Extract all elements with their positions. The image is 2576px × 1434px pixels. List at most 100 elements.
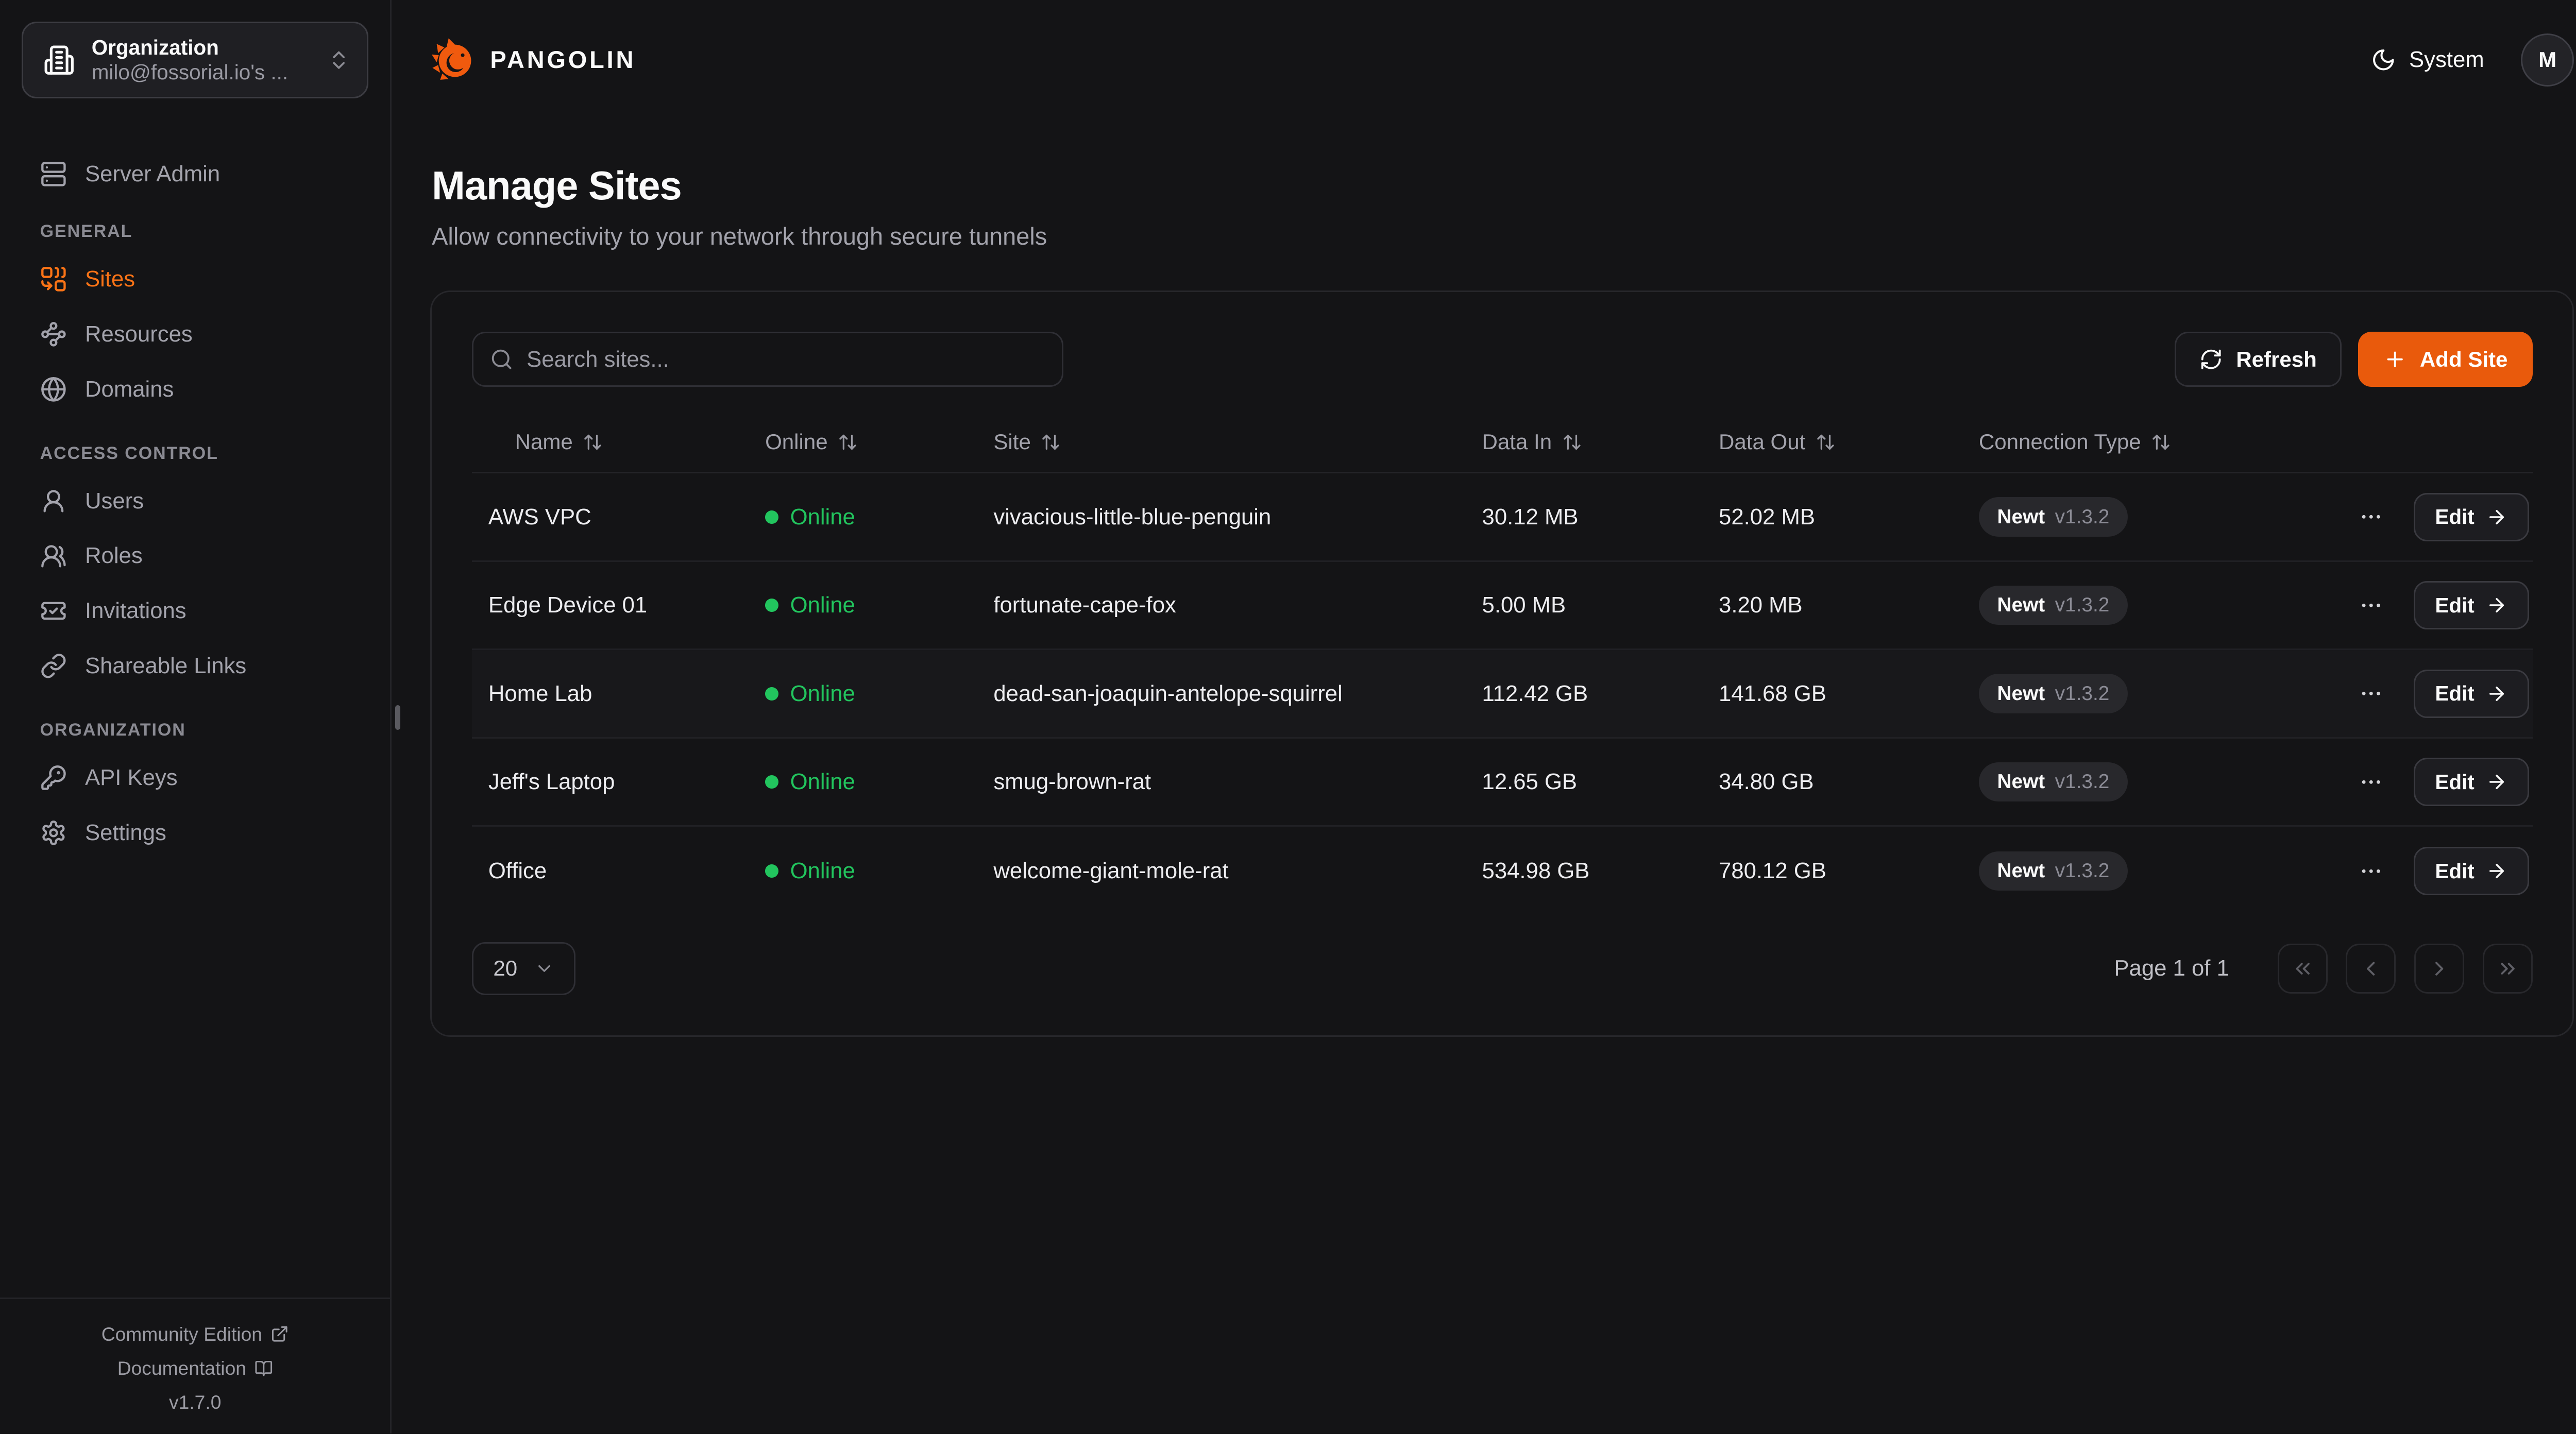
next-page-button[interactable] xyxy=(2414,943,2465,994)
data-out-cell: 780.12 GB xyxy=(1719,858,1826,884)
sidebar-item-label: Users xyxy=(85,488,144,514)
connection-type-badge: Newt v1.3.2 xyxy=(1978,585,2128,625)
connection-type-cell: Newt v1.3.2 xyxy=(1962,497,2327,537)
avatar[interactable]: M xyxy=(2520,33,2574,87)
table-row: Jeff's Laptop Online smug-brown-rat 12.65 G… xyxy=(471,739,2533,827)
page-info: Page 1 of 1 xyxy=(2114,955,2229,981)
sidebar-item-label: API Keys xyxy=(85,764,178,790)
table-row: AWS VPC Online vivacious-little-blue-pengu… xyxy=(471,473,2533,562)
add-site-button[interactable]: Add Site xyxy=(2358,332,2533,387)
connection-type-cell: Newt v1.3.2 xyxy=(1962,674,2327,713)
row-actions-button[interactable] xyxy=(2352,586,2390,624)
sort-icon xyxy=(1563,434,1581,450)
search-icon xyxy=(492,349,512,369)
arrow-right-icon xyxy=(2489,598,2504,613)
ellipsis-icon xyxy=(2362,603,2380,607)
sidebar-item-invitations[interactable]: Invitations xyxy=(22,584,368,639)
sidebar-item-domains[interactable]: Domains xyxy=(22,362,368,417)
data-out-cell: 3.20 MB xyxy=(1719,592,1803,618)
theme-toggle[interactable]: System xyxy=(2371,47,2484,73)
row-actions-button[interactable] xyxy=(2352,498,2390,536)
data-in-cell: 112.42 GB xyxy=(1482,680,1588,706)
status-badge: Online xyxy=(790,858,855,884)
data-in-cell: 12.65 GB xyxy=(1482,769,1578,795)
pangolin-logo-icon xyxy=(432,38,471,80)
sidebar-resize-handle[interactable] xyxy=(395,705,400,730)
column-header-name[interactable]: Name xyxy=(472,430,749,454)
community-edition-link[interactable]: Community Edition xyxy=(101,1323,289,1345)
brand-name: PANGOLIN xyxy=(490,46,636,74)
sidebar-item-shareable-links[interactable]: Shareable Links xyxy=(22,639,368,694)
data-out-cell: 34.80 GB xyxy=(1719,769,1814,795)
status-cell: Online xyxy=(749,858,977,884)
status-cell: Online xyxy=(749,769,977,795)
server-icon xyxy=(41,162,66,186)
refresh-button[interactable]: Refresh xyxy=(2174,332,2342,387)
app-version: v1.7.0 xyxy=(169,1391,222,1413)
last-page-button[interactable] xyxy=(2482,943,2533,994)
sort-icon xyxy=(1042,434,1059,450)
connection-type-badge: Newt v1.3.2 xyxy=(1978,674,2128,713)
search-input[interactable] xyxy=(527,346,1045,372)
sidebar-item-label: Roles xyxy=(85,543,143,569)
page-size-select[interactable]: 20 xyxy=(471,942,576,996)
edit-button[interactable]: Edit xyxy=(2413,581,2530,629)
ellipsis-icon xyxy=(2362,515,2380,519)
sidebar-item-users[interactable]: Users xyxy=(22,473,368,528)
edit-button[interactable]: Edit xyxy=(2413,492,2530,541)
sidebar-item-settings[interactable]: Settings xyxy=(22,805,368,860)
combine-icon xyxy=(41,267,66,292)
org-switcher[interactable]: Organization milo@fossorial.io's ... xyxy=(22,22,369,98)
documentation-link[interactable]: Documentation xyxy=(117,1357,273,1379)
connection-type-badge: Newt v1.3.2 xyxy=(1978,497,2128,537)
connection-type-cell: Newt v1.3.2 xyxy=(1962,762,2327,802)
arrow-right-icon xyxy=(2489,686,2504,701)
row-actions-button[interactable] xyxy=(2352,674,2390,712)
pagination: Page 1 of 1 xyxy=(2114,943,2533,994)
brand-logo[interactable]: PANGOLIN xyxy=(432,38,636,82)
column-header-connection-type[interactable]: Connection Type xyxy=(1962,430,2327,454)
globe-icon xyxy=(41,377,66,402)
edit-button[interactable]: Edit xyxy=(2413,847,2530,895)
data-in-cell: 5.00 MB xyxy=(1482,592,1566,618)
ellipsis-icon xyxy=(2362,692,2380,696)
sidebar-item-roles[interactable]: Roles xyxy=(22,528,368,584)
sites-table: Name Online Site Data In Data Out Connec… xyxy=(471,412,2533,915)
site-id-cell: welcome-giant-mole-rat xyxy=(993,858,1229,884)
sidebar-item-api-keys[interactable]: API Keys xyxy=(22,750,368,806)
sidebar-item-server-admin[interactable]: Server Admin xyxy=(22,147,368,202)
edit-button[interactable]: Edit xyxy=(2413,758,2530,806)
chevron-down-icon xyxy=(538,965,550,972)
row-actions-button[interactable] xyxy=(2352,852,2390,890)
site-name-cell: AWS VPC xyxy=(488,504,591,530)
sidebar-item-label: Sites xyxy=(85,266,135,292)
nav-section-access-control: ACCESS CONTROL xyxy=(40,443,218,463)
data-in-cell: 30.12 MB xyxy=(1482,504,1579,530)
building-icon xyxy=(44,45,74,75)
row-actions-button[interactable] xyxy=(2352,763,2390,801)
ellipsis-icon xyxy=(2362,780,2380,784)
sidebar-item-sites[interactable]: Sites xyxy=(22,252,368,307)
edit-button[interactable]: Edit xyxy=(2413,669,2530,718)
online-status-dot xyxy=(765,510,778,524)
column-header-site[interactable]: Site xyxy=(977,430,1465,454)
connection-type-cell: Newt v1.3.2 xyxy=(1962,851,2327,891)
site-name-cell: Home Lab xyxy=(488,680,592,706)
arrow-right-icon xyxy=(2489,864,2504,879)
sidebar-item-resources[interactable]: Resources xyxy=(22,307,368,362)
column-header-online[interactable]: Online xyxy=(749,430,977,454)
key-icon xyxy=(41,765,66,790)
sort-icon xyxy=(839,434,856,450)
column-header-data-out[interactable]: Data Out xyxy=(1702,430,1962,454)
sidebar-item-label: Server Admin xyxy=(85,161,221,187)
online-status-dot xyxy=(765,864,778,878)
status-badge: Online xyxy=(790,769,855,795)
table-header-row: Name Online Site Data In Data Out Connec… xyxy=(471,412,2533,474)
theme-label: System xyxy=(2409,47,2484,73)
first-page-button[interactable] xyxy=(2277,943,2328,994)
column-header-data-in[interactable]: Data In xyxy=(1465,430,1702,454)
org-switcher-label: Organization xyxy=(91,35,219,59)
arrow-right-icon xyxy=(2489,509,2504,524)
prev-page-button[interactable] xyxy=(2346,943,2396,994)
